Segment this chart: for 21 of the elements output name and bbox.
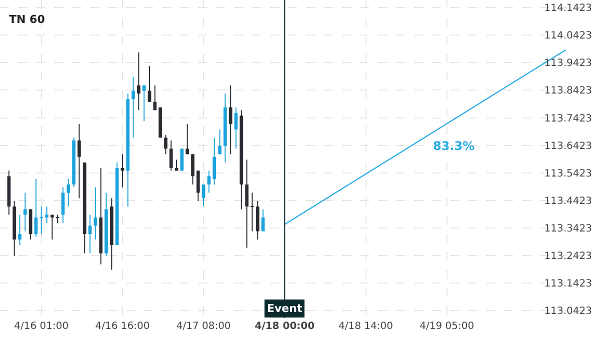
x-tick-label: 4/17 08:00: [176, 321, 231, 332]
y-tick-label: 113.0423: [544, 306, 592, 317]
ref-line-label: Event: [267, 302, 302, 315]
y-tick-label: 113.1423: [544, 278, 592, 290]
y-tick-label: 113.8423: [544, 86, 592, 97]
x-tick-label: 4/16 16:00: [95, 321, 150, 332]
y-tick-label: 113.9423: [544, 58, 592, 70]
y-tick-label: 113.3423: [544, 223, 592, 234]
x-tick-label: 4/19 05:00: [420, 321, 474, 332]
y-tick-label: 113.7423: [544, 113, 592, 124]
y-tick-label: 113.2423: [544, 250, 592, 262]
y-tick-label: 114.1423: [544, 3, 592, 14]
y-tick-label: 113.4423: [544, 196, 592, 207]
y-tick-label: 114.0423: [544, 30, 592, 42]
annotation: 83.3%: [433, 139, 475, 153]
y-tick-label: 113.6423: [544, 140, 592, 152]
x-tick-label: 4/16 01:00: [14, 321, 69, 332]
text: TN 60: [9, 13, 46, 26]
x-tick-label: 4/18 00:00: [254, 321, 315, 332]
y-tick-label: 113.5423: [544, 168, 592, 180]
x-tick-label: 4/18 14:00: [338, 321, 393, 332]
